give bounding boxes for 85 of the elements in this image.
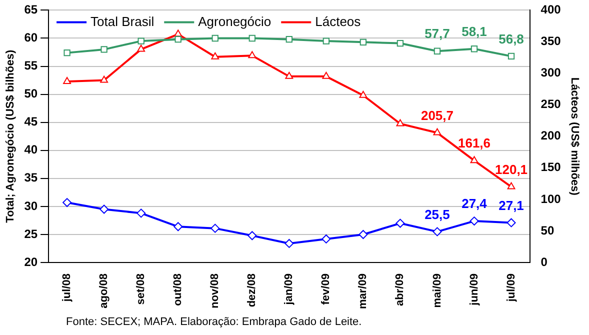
x-tick-label: jul/09 — [505, 274, 518, 303]
point — [396, 40, 404, 47]
point — [100, 204, 109, 214]
y2-tick-label: 350 — [540, 34, 562, 48]
point — [174, 36, 182, 43]
x-tick-label: set/08 — [135, 274, 148, 305]
point — [248, 231, 257, 240]
y-tick-label: 30 — [24, 198, 38, 213]
y2-tick-label: 50 — [540, 223, 554, 238]
point — [210, 224, 220, 233]
x-tick-label: ago/08 — [98, 274, 110, 308]
point — [174, 222, 183, 232]
point — [137, 44, 146, 52]
y-tick-label: 65 — [24, 2, 38, 17]
point — [284, 238, 294, 248]
y-tick-label: 25 — [24, 226, 38, 241]
point — [507, 182, 516, 190]
point — [506, 218, 516, 228]
point — [285, 72, 294, 79]
point — [396, 218, 405, 228]
legend-label: Agronegócio — [198, 14, 272, 29]
point — [359, 90, 368, 98]
x-tick-label: jan/09 — [283, 274, 296, 306]
point — [358, 230, 368, 239]
point — [64, 49, 70, 56]
legend-label: Lácteos — [315, 14, 362, 29]
point — [470, 46, 478, 52]
y2-tick-label: 0 — [540, 254, 548, 269]
y2-tick-label: 150 — [540, 160, 562, 174]
point — [433, 128, 442, 136]
data-label: 25,5 — [424, 206, 450, 222]
y2-tick-label: 100 — [540, 192, 562, 206]
y2-tick-label: 400 — [540, 2, 562, 17]
point — [322, 38, 330, 44]
y-tick-label: 35 — [24, 170, 38, 185]
source-note: Fonte: SECEX; MAPA. Elaboração: Embrapa Gado de Leite. — [66, 316, 362, 328]
data-label: 58,1 — [462, 24, 487, 39]
data-label: 27,1 — [498, 198, 524, 213]
data-label: 27,4 — [462, 196, 488, 212]
data-label: 120,1 — [494, 162, 528, 177]
x-tick-label: mar/09 — [357, 274, 370, 310]
data-label: 56,8 — [498, 31, 524, 46]
x-tick-label: nov/08 — [209, 274, 222, 308]
point — [322, 72, 330, 79]
point — [286, 36, 292, 43]
x-tick-label: abr/09 — [394, 274, 406, 306]
point — [211, 52, 220, 60]
y-tick-label: 55 — [24, 58, 38, 73]
point — [434, 48, 441, 54]
y-tick-label: 60 — [24, 30, 38, 45]
data-label: 205,7 — [420, 108, 454, 123]
point — [396, 119, 404, 126]
y-tick-label: 20 — [24, 254, 38, 269]
point — [100, 76, 108, 83]
data-label: 161,6 — [458, 136, 491, 151]
point — [138, 38, 144, 44]
y-tick-label: 45 — [24, 114, 38, 129]
y2-axis-title: Lácteos (US$ milhões) — [568, 77, 580, 196]
point — [432, 227, 442, 236]
x-tick-label: fev/09 — [320, 274, 332, 305]
x-tick-label: dez/08 — [246, 274, 258, 308]
y-axis-title: Total; Agronegócio (US$ bilhões) — [4, 50, 17, 223]
point — [248, 51, 256, 58]
y-tick-label: 50 — [24, 86, 38, 101]
data-label: 57,7 — [424, 26, 450, 42]
legend-label: Total Brasil — [90, 14, 154, 29]
point — [212, 34, 218, 42]
y2-tick-label: 250 — [540, 97, 562, 112]
point — [100, 46, 108, 53]
y-tick-label: 40 — [24, 142, 38, 157]
point — [470, 216, 479, 226]
x-tick-label: jun/09 — [468, 274, 480, 306]
x-tick-label: out/08 — [172, 274, 184, 306]
y2-tick-label: 300 — [540, 66, 562, 80]
point — [248, 34, 256, 42]
point — [322, 234, 331, 244]
point — [136, 208, 146, 218]
x-tick-label: jul/08 — [61, 274, 74, 303]
point — [63, 76, 72, 84]
x-tick-label: mai/09 — [431, 274, 444, 308]
point — [360, 38, 367, 46]
point — [62, 198, 72, 208]
point — [470, 156, 478, 164]
point — [508, 52, 515, 60]
y2-tick-label: 200 — [540, 128, 562, 143]
